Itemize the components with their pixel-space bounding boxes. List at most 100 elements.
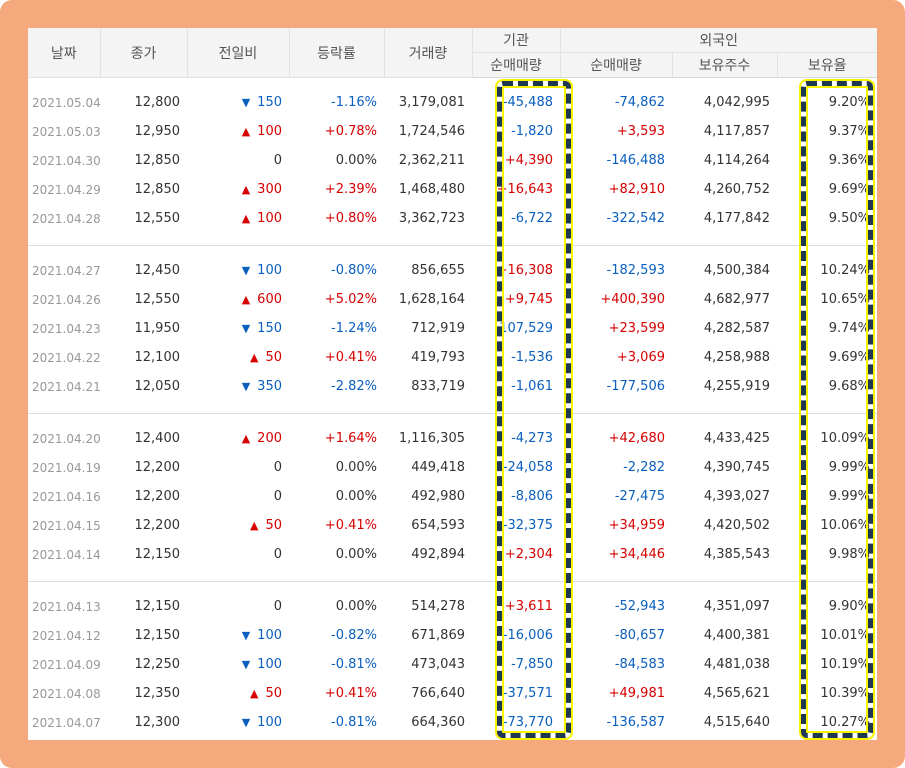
volume-cell: 2,362,211 bbox=[398, 153, 465, 168]
header-close: 종가 bbox=[100, 28, 188, 78]
change-cell: ▲ 200 bbox=[187, 424, 289, 453]
change-cell: ▲ 300 bbox=[187, 175, 289, 204]
spacer-cell bbox=[28, 569, 877, 582]
change-value: 100 bbox=[257, 124, 282, 139]
group-spacer bbox=[28, 246, 877, 257]
foreign-net-cell: +34,446 bbox=[608, 547, 665, 562]
date-cell: 2021.04.26 bbox=[32, 292, 100, 307]
rate-cell: 0.00% bbox=[335, 547, 377, 562]
date-cell: 2021.04.08 bbox=[32, 686, 100, 701]
rate-cell: 0.00% bbox=[335, 460, 377, 475]
spacer-cell bbox=[28, 414, 877, 425]
up-triangle-icon: ▲ bbox=[241, 293, 251, 306]
foreign-ratio-cell: 9.99% bbox=[828, 460, 870, 475]
rate-cell: 0.00% bbox=[335, 599, 377, 614]
foreign-holdings-cell: 4,177,842 bbox=[703, 211, 770, 226]
foreign-net-cell: -182,593 bbox=[606, 263, 665, 278]
volume-cell: 833,719 bbox=[411, 379, 465, 394]
change-value: 100 bbox=[257, 715, 282, 730]
foreign-ratio-cell: 10.19% bbox=[820, 657, 870, 672]
institution-net-cell: -1,061 bbox=[511, 379, 553, 394]
table-row: 2021.04.16 12,200 0 0.00% 492,980 -8,806 -27,4… bbox=[28, 482, 877, 511]
foreign-ratio-cell: 9.74% bbox=[828, 321, 870, 336]
stock-trading-panel: 날짜 종가 전일비 등락률 거래량 기관 외국인 순매매량 순매매량 보유주수 … bbox=[28, 28, 877, 740]
foreign-net-cell: +49,981 bbox=[608, 686, 665, 701]
close-cell: 12,150 bbox=[134, 599, 181, 614]
close-cell: 12,150 bbox=[134, 547, 181, 562]
date-cell: 2021.04.07 bbox=[32, 715, 100, 730]
change-cell: ▲ 100 bbox=[187, 117, 289, 146]
foreign-holdings-cell: 4,565,621 bbox=[703, 686, 770, 701]
close-cell: 12,250 bbox=[134, 657, 181, 672]
foreign-holdings-cell: 4,682,977 bbox=[703, 292, 770, 307]
change-value: 0 bbox=[273, 489, 282, 504]
volume-cell: 1,116,305 bbox=[398, 431, 465, 446]
up-triangle-icon: ▲ bbox=[249, 519, 259, 532]
table-row: 2021.04.12 12,150 ▼ 100 -0.82% 671,869 -16,006… bbox=[28, 621, 877, 650]
foreign-net-cell: -27,475 bbox=[614, 489, 665, 504]
rate-cell: -0.80% bbox=[331, 263, 377, 278]
investor-trading-table: 날짜 종가 전일비 등락률 거래량 기관 외국인 순매매량 순매매량 보유주수 … bbox=[28, 28, 877, 737]
spacer-cell bbox=[28, 233, 877, 246]
foreign-net-cell: -2,282 bbox=[623, 460, 665, 475]
foreign-net-cell: -177,506 bbox=[606, 379, 665, 394]
down-triangle-icon: ▼ bbox=[241, 322, 251, 335]
down-triangle-icon: ▼ bbox=[241, 264, 251, 277]
volume-cell: 3,179,081 bbox=[398, 95, 465, 110]
table-row: 2021.04.26 12,550 ▲ 600 +5.02% 1,628,164 +9,74… bbox=[28, 285, 877, 314]
date-cell: 2021.04.14 bbox=[32, 547, 100, 562]
table-row: 2021.04.09 12,250 ▼ 100 -0.81% 473,043 -7,850 -… bbox=[28, 650, 877, 679]
foreign-holdings-cell: 4,385,543 bbox=[703, 547, 770, 562]
header-foreign-holdings: 보유주수 bbox=[672, 52, 778, 78]
date-cell: 2021.04.09 bbox=[32, 657, 100, 672]
table-row: 2021.04.08 12,350 ▲ 50 +0.41% 766,640 -37,571 +… bbox=[28, 679, 877, 708]
volume-cell: 671,869 bbox=[411, 628, 465, 643]
date-cell: 2021.04.28 bbox=[32, 211, 100, 226]
foreign-holdings-cell: 4,400,381 bbox=[703, 628, 770, 643]
date-cell: 2021.04.20 bbox=[32, 431, 100, 446]
foreign-net-cell: -52,943 bbox=[614, 599, 665, 614]
foreign-net-cell: -136,587 bbox=[606, 715, 665, 730]
table-row: 2021.04.23 11,950 ▼ 150 -1.24% 712,919 -107,52… bbox=[28, 314, 877, 343]
institution-net-cell: -24,058 bbox=[502, 460, 553, 475]
foreign-net-cell: -146,488 bbox=[606, 153, 665, 168]
change-cell: ▼ 100 bbox=[187, 621, 289, 650]
date-cell: 2021.05.04 bbox=[32, 95, 100, 110]
change-cell: ▲ 50 bbox=[187, 679, 289, 708]
close-cell: 12,350 bbox=[134, 686, 181, 701]
change-cell: 0 bbox=[187, 540, 289, 569]
foreign-holdings-cell: 4,390,745 bbox=[703, 460, 770, 475]
up-triangle-icon: ▲ bbox=[241, 432, 251, 445]
foreign-ratio-cell: 9.98% bbox=[828, 547, 870, 562]
foreign-net-cell: +34,959 bbox=[608, 518, 665, 533]
header-institution: 기관 bbox=[472, 28, 561, 53]
rate-cell: +0.41% bbox=[324, 686, 377, 701]
foreign-ratio-cell: 9.99% bbox=[828, 489, 870, 504]
volume-cell: 473,043 bbox=[411, 657, 465, 672]
date-cell: 2021.04.27 bbox=[32, 263, 100, 278]
rate-cell: -2.82% bbox=[331, 379, 377, 394]
rate-cell: -1.24% bbox=[331, 321, 377, 336]
change-value: 0 bbox=[273, 599, 282, 614]
volume-cell: 1,628,164 bbox=[398, 292, 465, 307]
change-cell: ▲ 50 bbox=[187, 511, 289, 540]
institution-net-cell: -73,770 bbox=[502, 715, 553, 730]
change-value: 150 bbox=[257, 321, 282, 336]
foreign-net-cell: -80,657 bbox=[614, 628, 665, 643]
close-cell: 12,800 bbox=[134, 95, 181, 110]
volume-cell: 712,919 bbox=[411, 321, 465, 336]
foreign-ratio-cell: 9.50% bbox=[828, 211, 870, 226]
foreign-ratio-cell: 10.06% bbox=[820, 518, 870, 533]
close-cell: 12,300 bbox=[134, 715, 181, 730]
date-cell: 2021.04.29 bbox=[32, 182, 100, 197]
foreign-ratio-cell: 9.37% bbox=[828, 124, 870, 139]
group-spacer bbox=[28, 414, 877, 425]
foreign-net-cell: +400,390 bbox=[600, 292, 665, 307]
close-cell: 12,200 bbox=[134, 460, 181, 475]
institution-net-cell: -107,529 bbox=[494, 321, 553, 336]
foreign-holdings-cell: 4,114,264 bbox=[703, 153, 770, 168]
change-cell: 0 bbox=[187, 453, 289, 482]
foreign-ratio-cell: 9.36% bbox=[828, 153, 870, 168]
institution-net-cell: +16,308 bbox=[496, 263, 553, 278]
up-triangle-icon: ▲ bbox=[249, 351, 259, 364]
